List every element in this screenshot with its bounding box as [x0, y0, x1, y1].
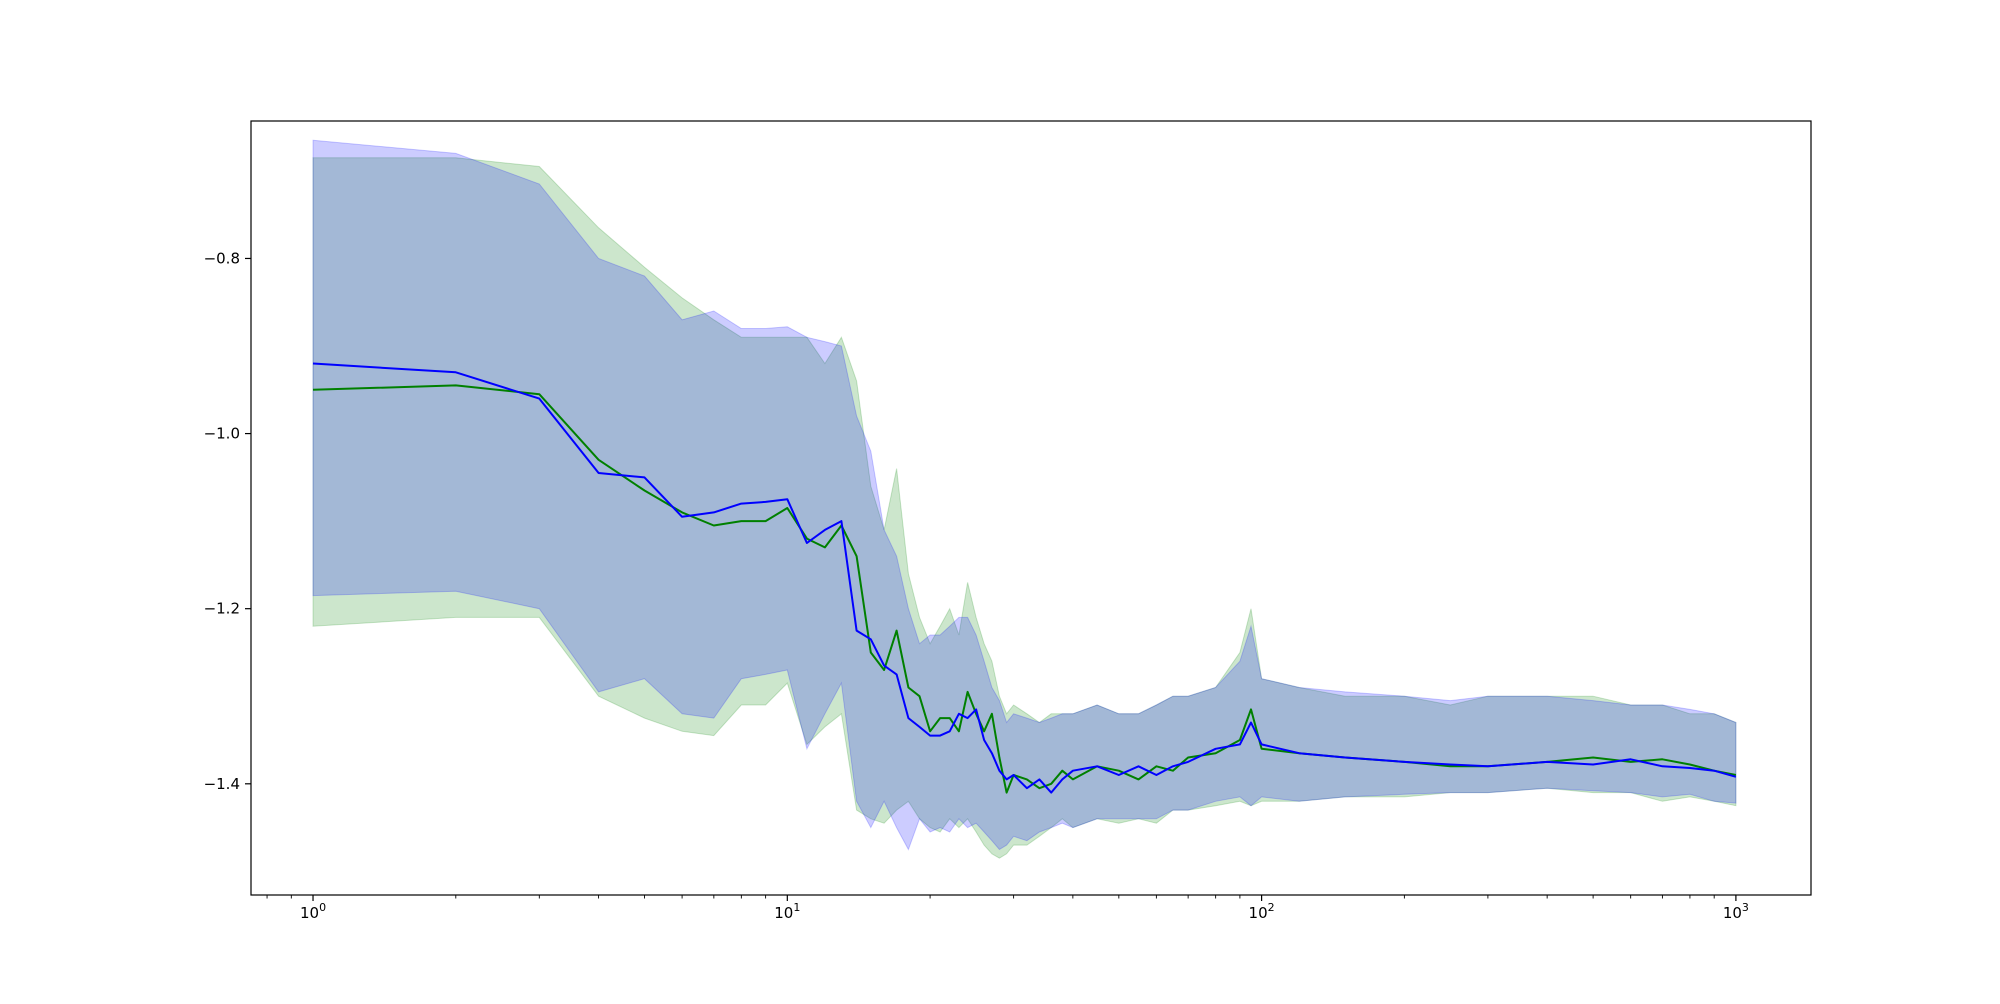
axes-frame [250, 120, 1812, 896]
series-2-line [312, 362, 1737, 794]
series-2-band [312, 139, 1737, 851]
y-tick-label: −1.0 [204, 425, 240, 443]
series-1-band [312, 157, 1737, 859]
y-tick-label: −0.8 [204, 249, 240, 267]
plot-area [312, 139, 1737, 859]
x-tick-label: 101 [774, 901, 800, 922]
x-tick-label: 102 [1249, 901, 1275, 922]
y-tick-label: −1.4 [204, 775, 240, 793]
y-tick-label: −1.2 [204, 600, 240, 618]
y-axis: −0.8 −1.0 −1.2 −1.4 [204, 249, 251, 793]
x-tick-label: 100 [300, 901, 326, 922]
x-axis: 100 101 102 103 [266, 895, 1749, 922]
x-tick-label: 103 [1723, 901, 1749, 922]
